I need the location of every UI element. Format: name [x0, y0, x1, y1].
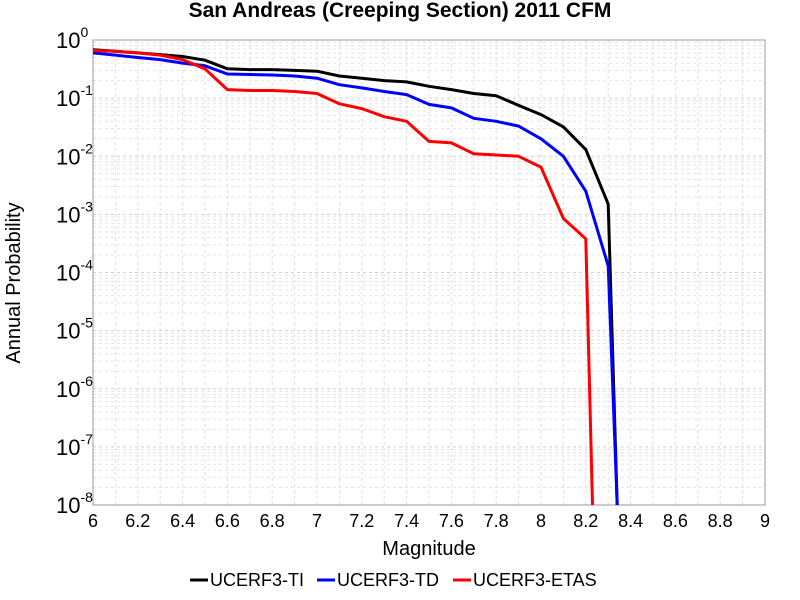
x-tick-label: 6.6: [215, 511, 240, 531]
series-layer: [93, 48, 619, 505]
x-axis-ticks: 6 6.2 6.4 6.6 6.8 7 7.2 7.4 7.6 7.8 8 8.2 8.4 8.6 8.8 9: [88, 511, 770, 531]
y-tick-exponent: -7: [80, 431, 93, 447]
series-line-ucerf3-td: [93, 51, 619, 505]
x-axis-label: Magnitude: [382, 538, 475, 560]
plot-area-frame: [92, 39, 766, 506]
y-tick-label: 10-1: [56, 82, 93, 111]
y-tick-base: 10: [56, 319, 80, 344]
y-tick-base: 10: [56, 377, 80, 402]
series-line-ucerf3-etas: [93, 49, 595, 505]
y-tick-exponent: 0: [80, 24, 88, 40]
x-tick-label: 6.2: [125, 511, 150, 531]
x-tick-label: 6: [88, 511, 98, 531]
x-tick-label: 8.4: [618, 511, 643, 531]
y-tick-label: 10-2: [56, 140, 93, 169]
grid: [92, 40, 766, 506]
legend-entry: UCERF3-TD: [337, 570, 439, 590]
y-tick-label: 10-3: [56, 198, 93, 227]
y-tick-exponent: -4: [80, 257, 93, 273]
x-tick-label: 7.4: [394, 511, 419, 531]
x-tick-label: 6.4: [170, 511, 195, 531]
y-tick-label: 100: [56, 24, 88, 53]
y-tick-exponent: -1: [80, 82, 93, 98]
chart-title: San Andreas (Creeping Section) 2011 CFM: [189, 0, 612, 22]
legend: UCERF3-TI UCERF3-TD UCERF3-ETAS: [190, 570, 597, 590]
y-axis-label: Annual Probability: [3, 202, 25, 363]
y-tick-exponent: -8: [80, 489, 93, 505]
x-tick-label: 6.8: [260, 511, 285, 531]
y-tick-base: 10: [56, 261, 80, 286]
series-line-ucerf3-ti: [93, 48, 619, 505]
y-tick-exponent: -6: [80, 373, 93, 389]
x-tick-label: 8.6: [663, 511, 688, 531]
x-tick-label: 8.2: [573, 511, 598, 531]
legend-entry: UCERF3-TI: [210, 570, 304, 590]
y-tick-exponent: -5: [80, 315, 93, 331]
y-tick-base: 10: [56, 493, 80, 518]
legend-entry: UCERF3-ETAS: [473, 570, 597, 590]
y-tick-label: 10-4: [56, 257, 93, 286]
y-tick-label: 10-6: [56, 373, 93, 402]
y-tick-base: 10: [56, 202, 80, 227]
x-tick-label: 8: [536, 511, 546, 531]
y-tick-exponent: -3: [80, 198, 93, 214]
y-tick-base: 10: [56, 86, 80, 111]
x-tick-label: 8.8: [708, 511, 733, 531]
y-tick-label: 10-5: [56, 315, 93, 344]
y-tick-label: 10-8: [56, 489, 93, 518]
y-tick-base: 10: [56, 144, 80, 169]
series-group: [93, 48, 619, 505]
x-tick-label: 7.2: [349, 511, 374, 531]
y-tick-label: 10-7: [56, 431, 93, 460]
x-tick-label: 7: [312, 511, 322, 531]
y-tick-base: 10: [56, 435, 80, 460]
y-tick-exponent: -2: [80, 140, 93, 156]
x-tick-label: 7.6: [439, 511, 464, 531]
x-tick-label: 7.8: [484, 511, 509, 531]
y-tick-base: 10: [56, 28, 80, 53]
x-tick-label: 9: [760, 511, 770, 531]
